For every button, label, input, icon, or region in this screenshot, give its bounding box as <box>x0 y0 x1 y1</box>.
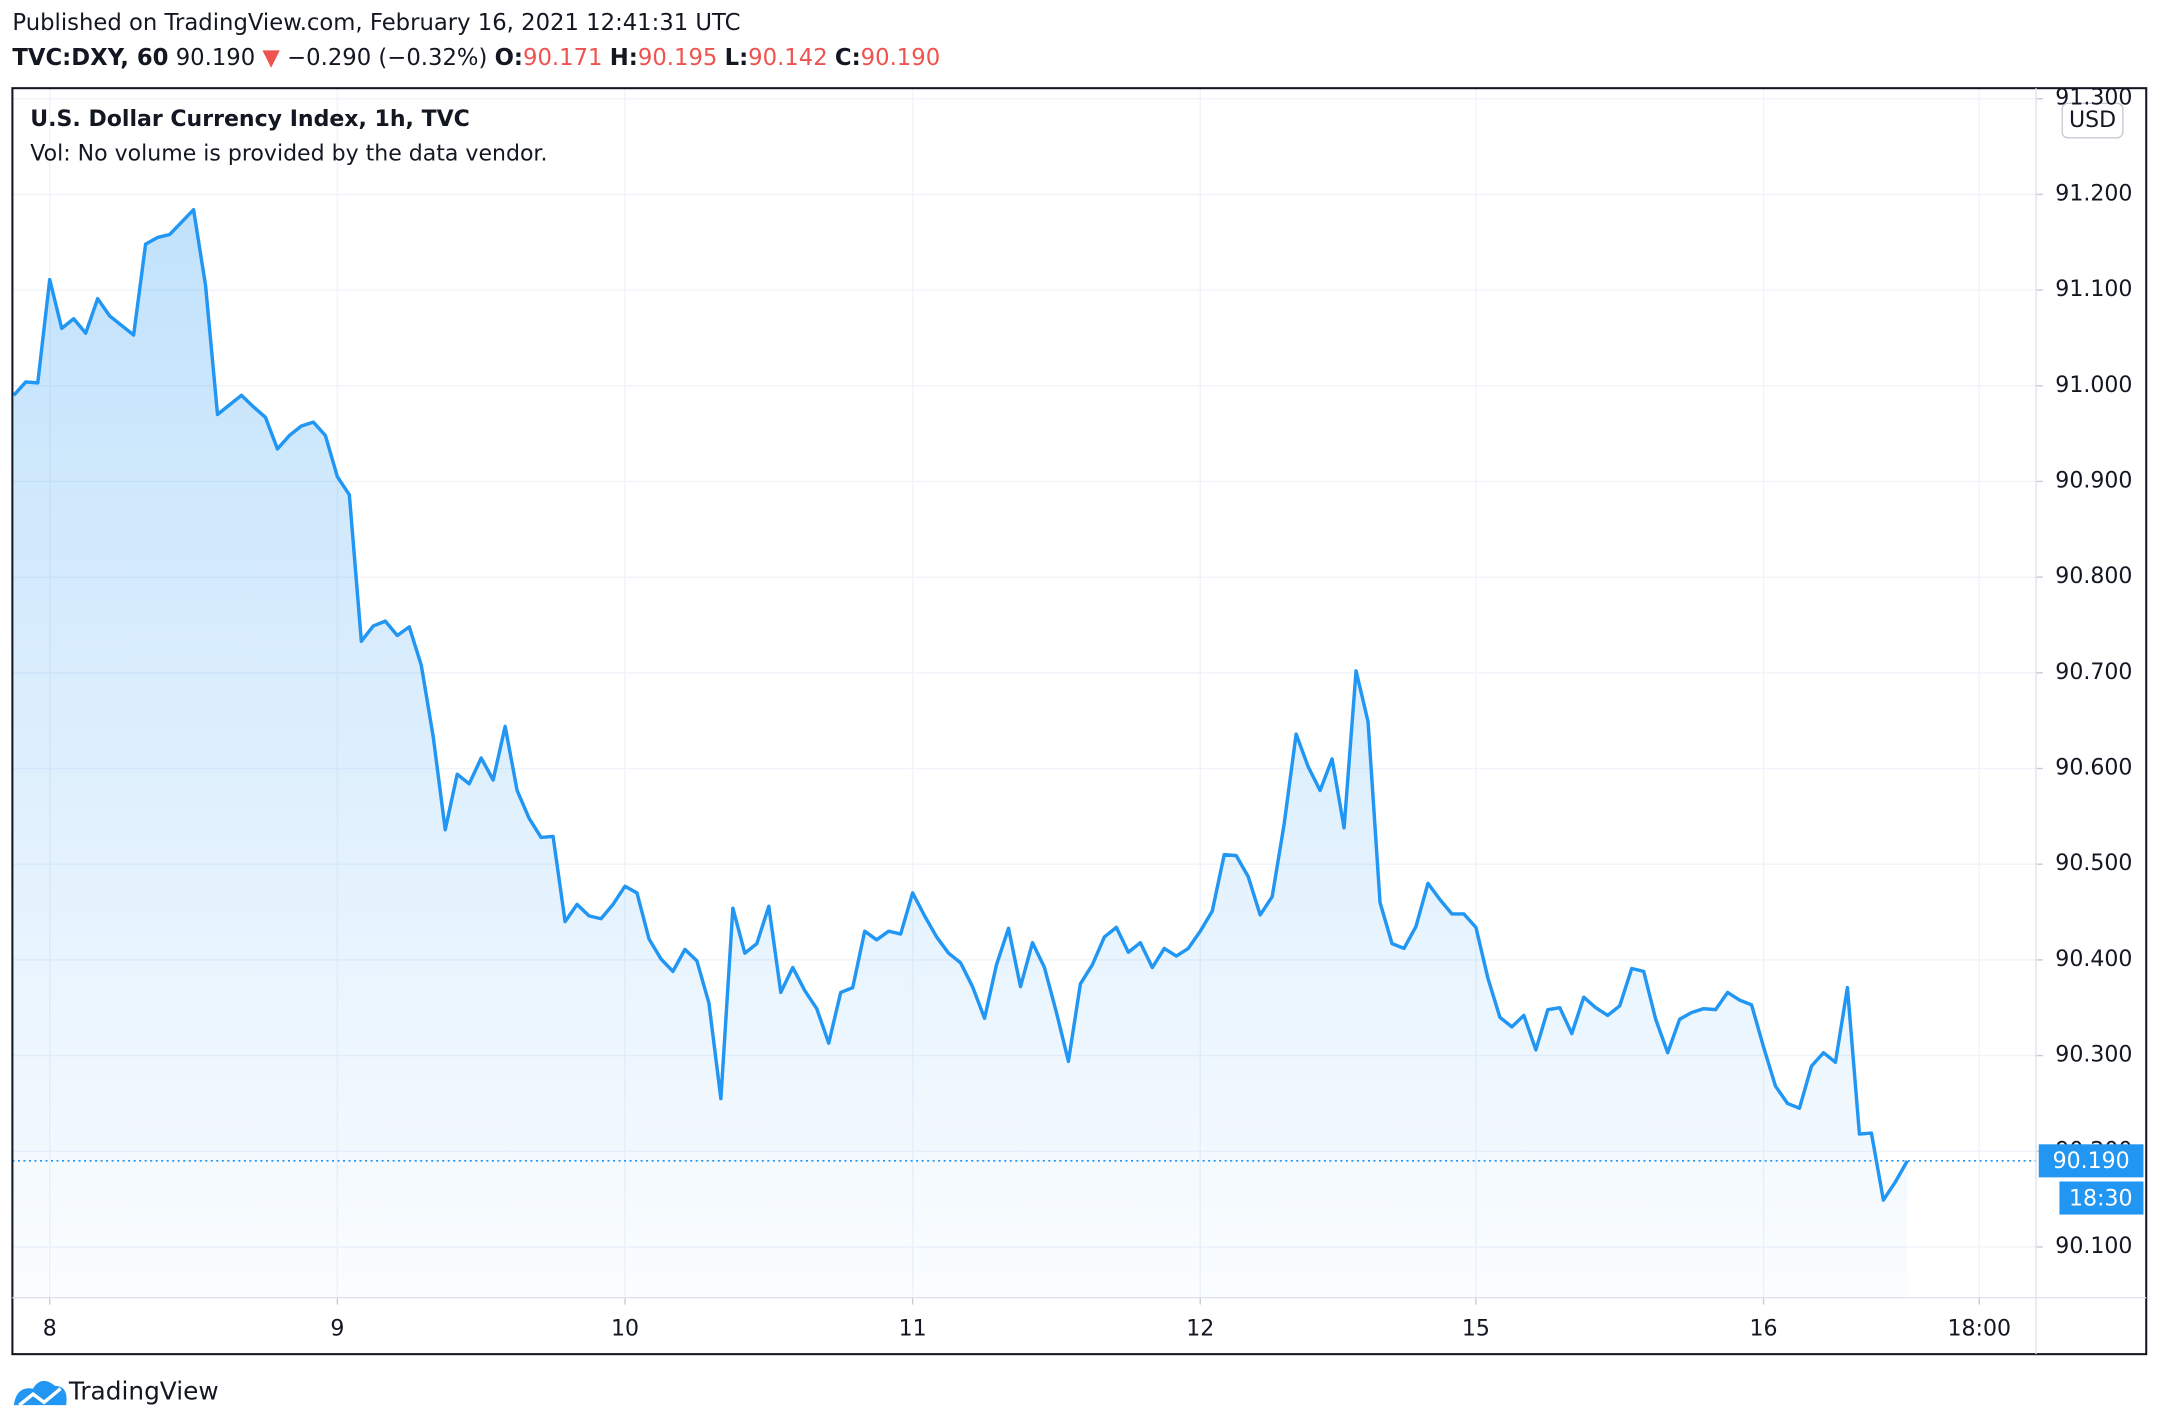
change: −0.290 (−0.32%) <box>287 44 487 70</box>
footer: TradingView <box>13 1377 219 1407</box>
y-tick-label: 90.300 <box>2055 1043 2132 1068</box>
countdown-label: 18:30 <box>2069 1186 2133 1211</box>
volume-note: Vol: No volume is provided by the data v… <box>30 141 547 166</box>
x-tick-label: 12 <box>1186 1316 1214 1341</box>
x-tick-label: 9 <box>330 1316 344 1341</box>
y-tick-label: 91.100 <box>2055 277 2132 302</box>
series <box>12 207 2037 1298</box>
published-line: Published on TradingView.com, February 1… <box>12 10 740 36</box>
y-tick-label: 90.600 <box>2055 756 2132 781</box>
currency[interactable]: USD <box>2069 108 2116 133</box>
countdown-box <box>2059 1181 2144 1215</box>
footer-brand: TradingView <box>68 1377 219 1406</box>
area-fill <box>13 209 1908 1298</box>
low-value: 90.142 <box>748 44 828 70</box>
symbol: TVC:DXY, 60 <box>12 44 168 70</box>
y-tick-label: 90.400 <box>2055 947 2132 972</box>
logo-mark <box>18 1387 62 1407</box>
y-tick-label: 90.800 <box>2055 564 2132 589</box>
high-value: 90.195 <box>638 44 718 70</box>
plot-area <box>12 88 2043 1305</box>
price-line <box>12 207 1909 1202</box>
currency-button[interactable]: USD <box>2061 102 2124 139</box>
change-arrow: ▼ <box>262 44 280 70</box>
x-tick-label: 8 <box>43 1316 57 1341</box>
currency-box[interactable] <box>2061 102 2124 139</box>
y-tick-label: 90.500 <box>2055 851 2132 876</box>
chart-border <box>11 87 2148 1356</box>
series-legend: U.S. Dollar Currency Index, 1h, TVC <box>30 107 470 132</box>
last-price-label: 90.190 <box>2053 1149 2130 1174</box>
x-tick-label: 16 <box>1750 1316 1778 1341</box>
close-value: 90.190 <box>861 44 941 70</box>
open-label: O: <box>495 44 523 70</box>
y-tick-label: 91.200 <box>2055 181 2132 206</box>
y-tick-label: 90.900 <box>2055 468 2132 493</box>
y-tick-label: 90.100 <box>2055 1234 2132 1259</box>
high-label: H: <box>610 44 638 70</box>
close-label: C: <box>835 44 861 70</box>
price: 90.190 <box>176 44 256 70</box>
x-tick-label: 11 <box>899 1316 927 1341</box>
symbol-line: TVC:DXY, 60 90.190 ▼ −0.290 (−0.32%) O:9… <box>12 44 940 70</box>
y-tick-label: 90.700 <box>2055 660 2132 685</box>
open-value: 90.171 <box>523 44 603 70</box>
y-tick-label: 91.000 <box>2055 373 2132 398</box>
last-price-box <box>2038 1144 2144 1178</box>
low-label: L: <box>725 44 749 70</box>
x-tick-label: 15 <box>1462 1316 1490 1341</box>
x-tick-label: 18:00 <box>1948 1316 2012 1341</box>
x-tick-label: 10 <box>611 1316 639 1341</box>
y-tick-label: 91.300 <box>2055 86 2132 111</box>
